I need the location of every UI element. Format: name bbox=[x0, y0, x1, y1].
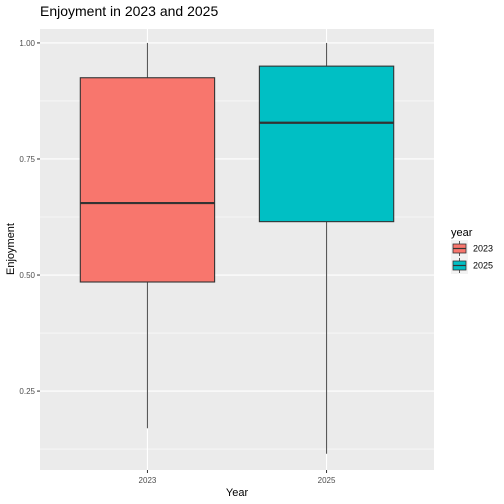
y-tick-label: 1.00 bbox=[19, 39, 35, 48]
box-2025 bbox=[258, 42, 395, 454]
y-tick-label: 0.50 bbox=[19, 271, 35, 280]
box-body bbox=[79, 77, 216, 283]
y-axis-title: Enjoyment bbox=[5, 223, 17, 275]
box-2023 bbox=[79, 42, 216, 429]
legend: year 2023 2025 bbox=[451, 227, 493, 274]
legend-entry-2023: 2023 bbox=[451, 240, 493, 257]
y-tick-label: 0.25 bbox=[19, 387, 35, 396]
legend-entry-2025: 2025 bbox=[451, 257, 493, 274]
box-body bbox=[258, 65, 395, 223]
chart-title: Enjoyment in 2023 and 2025 bbox=[40, 3, 218, 19]
legend-label: 2025 bbox=[473, 261, 493, 271]
x-tick-label: 2025 bbox=[318, 476, 336, 485]
x-tick-label: 2023 bbox=[139, 476, 157, 485]
x-axis: 2023 2025 bbox=[139, 470, 336, 485]
x-axis-title: Year bbox=[226, 487, 249, 499]
legend-label: 2023 bbox=[473, 244, 493, 254]
y-axis: 0.25 0.50 0.75 1.00 bbox=[19, 39, 40, 396]
legend-title: year bbox=[451, 227, 473, 239]
boxes bbox=[79, 42, 395, 454]
y-tick-label: 0.75 bbox=[19, 155, 35, 164]
